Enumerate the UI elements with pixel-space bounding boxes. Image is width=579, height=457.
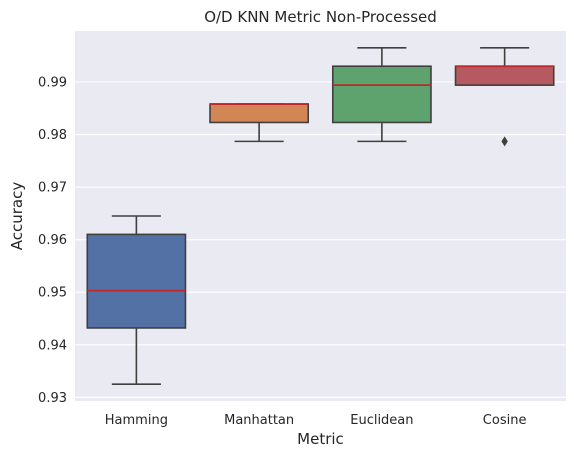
x-tick-label: Cosine — [483, 413, 527, 428]
y-tick-label: 0.93 — [38, 391, 67, 406]
y-tick-label: 0.96 — [38, 233, 67, 248]
y-tick-label: 0.99 — [38, 75, 67, 90]
x-tick-label: Euclidean — [350, 413, 413, 428]
x-tick-label: Hamming — [105, 413, 168, 428]
y-tick-label: 0.95 — [38, 286, 67, 301]
x-axis-ticks: Hamming Manhattan Euclidean Cosine — [105, 413, 527, 428]
box-body — [86, 233, 187, 329]
box-body — [331, 65, 432, 124]
y-tick-label: 0.94 — [38, 338, 67, 353]
box-series — [86, 47, 555, 385]
box-cosine — [454, 47, 555, 147]
box-hamming — [86, 215, 187, 385]
outlier-point — [501, 136, 508, 147]
x-tick-label: Manhattan — [224, 413, 294, 428]
chart-title: O/D KNN Metric Non-Processed — [204, 8, 437, 26]
y-axis-ticks: 0.93 0.94 0.95 0.96 0.97 0.98 0.99 — [38, 75, 67, 405]
y-axis-title: Accuracy — [8, 182, 26, 251]
x-axis-title: Metric — [297, 430, 344, 448]
box-manhattan — [209, 103, 310, 143]
box-euclidean — [331, 47, 432, 143]
box-body — [454, 65, 555, 86]
y-tick-label: 0.98 — [38, 128, 67, 143]
y-tick-label: 0.97 — [38, 181, 67, 196]
box-body — [209, 103, 310, 124]
